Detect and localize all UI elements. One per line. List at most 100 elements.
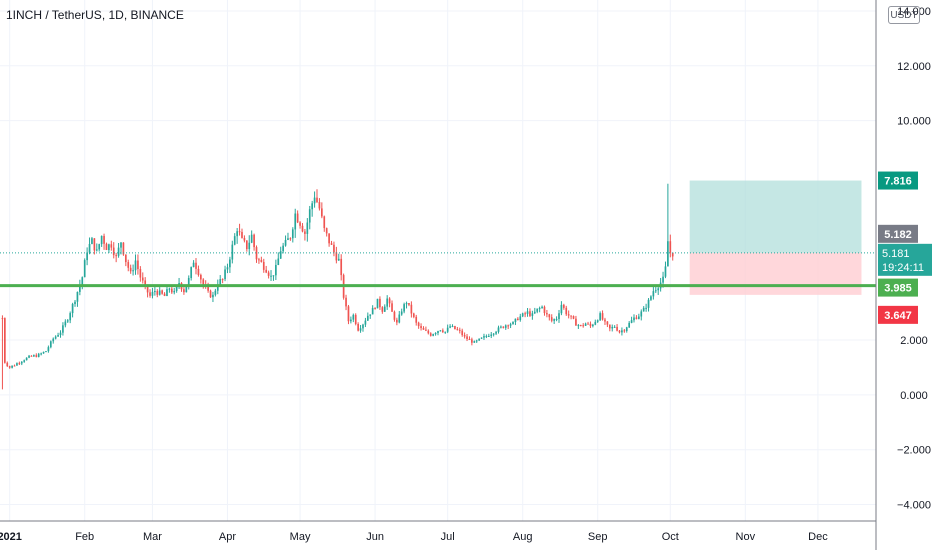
candle-body bbox=[173, 290, 176, 293]
time-tick-label: May bbox=[290, 531, 311, 543]
candle-body bbox=[599, 313, 601, 321]
candle-body bbox=[441, 330, 444, 332]
candle-body bbox=[229, 259, 231, 268]
candle-body bbox=[437, 331, 439, 334]
candle-body bbox=[480, 337, 483, 339]
candle-body bbox=[473, 341, 476, 343]
candle-body bbox=[340, 258, 343, 276]
candle-body bbox=[529, 311, 531, 316]
candle-body bbox=[54, 336, 57, 339]
candle-body bbox=[233, 236, 236, 245]
candle-body bbox=[405, 303, 408, 305]
candle-body bbox=[478, 338, 480, 341]
candle-body bbox=[8, 366, 11, 368]
candle-body bbox=[154, 291, 156, 293]
candle-body bbox=[359, 328, 362, 331]
candle-body bbox=[541, 306, 543, 309]
candle-body bbox=[74, 301, 76, 305]
candle-body bbox=[400, 311, 403, 315]
candle-body bbox=[88, 243, 91, 253]
candle-body bbox=[403, 304, 405, 312]
candle-body bbox=[589, 323, 592, 327]
candle-body bbox=[23, 360, 26, 362]
candle-body bbox=[417, 322, 420, 327]
candle-body bbox=[112, 247, 115, 256]
candle-body bbox=[287, 238, 289, 240]
candle-body bbox=[669, 241, 672, 253]
candle-body bbox=[388, 298, 391, 304]
time-tick-label: 2021 bbox=[0, 531, 22, 543]
candle-body bbox=[635, 317, 638, 319]
candle-body bbox=[483, 336, 485, 338]
candle-body bbox=[127, 262, 130, 268]
candle-body bbox=[185, 286, 188, 293]
candle-body bbox=[40, 353, 42, 355]
candle-body bbox=[105, 243, 108, 251]
candles bbox=[1, 183, 674, 390]
candle-body bbox=[284, 239, 287, 246]
candle-body bbox=[369, 314, 372, 316]
time-tick-label: Apr bbox=[219, 531, 236, 543]
candle-body bbox=[79, 284, 81, 292]
candle-body bbox=[279, 251, 282, 259]
candle-body bbox=[391, 303, 393, 312]
candle-body bbox=[379, 298, 381, 308]
candle-body bbox=[420, 326, 422, 329]
candle-body bbox=[108, 244, 110, 251]
time-tick-label: Jul bbox=[441, 531, 455, 543]
candle-body bbox=[103, 235, 105, 244]
time-tick-label: Sep bbox=[588, 531, 608, 543]
candle-body bbox=[439, 330, 442, 332]
candle-body bbox=[265, 269, 268, 273]
candle-body bbox=[429, 333, 432, 336]
candle-body bbox=[587, 323, 589, 325]
candle-body bbox=[320, 208, 323, 217]
candle-body bbox=[577, 325, 580, 327]
time-tick-label: Nov bbox=[736, 531, 756, 543]
candle-body bbox=[357, 323, 359, 331]
candle-body bbox=[11, 365, 13, 368]
candle-body bbox=[207, 286, 209, 291]
reference-price-label: 5.182 bbox=[884, 229, 912, 241]
candle-body bbox=[272, 275, 275, 277]
stop-zone bbox=[689, 252, 862, 295]
candle-body bbox=[412, 313, 415, 317]
candle-body bbox=[555, 319, 558, 321]
candle-body bbox=[647, 299, 650, 308]
candle-body bbox=[364, 320, 367, 325]
candle-body bbox=[335, 252, 338, 261]
candle-body bbox=[325, 228, 328, 234]
currency-badge[interactable]: USDT bbox=[888, 6, 920, 24]
candle-body bbox=[592, 324, 594, 327]
candle-body bbox=[347, 306, 350, 322]
countdown-timer-label: 19:24:11 bbox=[882, 262, 924, 274]
candle-body bbox=[299, 222, 301, 226]
candle-body bbox=[28, 355, 30, 358]
candle-body bbox=[120, 242, 122, 248]
candle-body bbox=[512, 321, 514, 325]
candle-body bbox=[625, 327, 628, 331]
candle-body bbox=[567, 314, 570, 316]
candle-body bbox=[238, 231, 241, 233]
candle-body bbox=[517, 318, 519, 321]
candle-body bbox=[187, 278, 190, 287]
candle-body bbox=[117, 247, 120, 256]
candle-body bbox=[550, 317, 553, 321]
candle-body bbox=[296, 213, 299, 223]
candle-body bbox=[20, 361, 23, 364]
candle-body bbox=[456, 329, 459, 331]
candle-body bbox=[200, 274, 202, 280]
candle-body bbox=[393, 311, 396, 320]
candle-body bbox=[584, 323, 587, 326]
candle-body bbox=[122, 242, 125, 255]
candle-body bbox=[6, 362, 9, 367]
time-tick-label: Oct bbox=[662, 531, 679, 543]
candle-body bbox=[507, 325, 510, 327]
candle-body bbox=[45, 351, 47, 353]
candle-body bbox=[323, 216, 326, 229]
candle-body bbox=[579, 325, 582, 327]
candle-body bbox=[134, 260, 137, 271]
candle-body bbox=[156, 291, 159, 295]
candle-body bbox=[354, 314, 357, 324]
